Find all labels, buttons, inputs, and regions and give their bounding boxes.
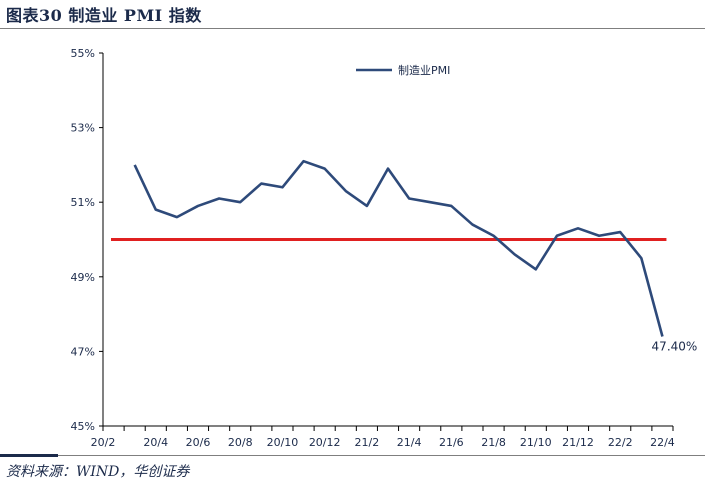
figure-title: 图表30 制造业 PMI 指数 <box>6 6 202 25</box>
x-tick-label: 21/6 <box>439 436 464 449</box>
x-tick-label: 21/2 <box>355 436 380 449</box>
x-tick-label: 20/4 <box>143 436 168 449</box>
legend: 制造业PMI <box>356 63 450 77</box>
last-value-label: 47.40% <box>652 339 698 353</box>
bottom-divider-accent <box>0 454 58 457</box>
x-tick-label: 22/2 <box>608 436 633 449</box>
annotation-group: 47.40% <box>652 339 698 353</box>
x-tick-label: 20/8 <box>228 436 253 449</box>
x-tick-label: 20/2 <box>91 436 116 449</box>
series-group <box>133 159 664 337</box>
bottom-divider <box>0 455 705 456</box>
series-line-pmi <box>133 159 664 337</box>
y-tick-label: 45% <box>71 420 95 433</box>
y-tick-label: 53% <box>71 122 95 135</box>
y-axis: 45% 47% 49% 51% 53% 55% <box>71 47 104 433</box>
legend-label: 制造业PMI <box>398 63 450 77</box>
top-divider <box>0 28 705 29</box>
pmi-line-chart: 45% 47% 49% 51% 53% 55% 20/2 20/4 20/6 20/8 20/10… <box>71 47 698 449</box>
source-note: 资料来源：WIND，华创证券 <box>6 464 190 480</box>
x-tick-label: 20/10 <box>267 436 299 449</box>
y-tick-label: 47% <box>71 345 95 358</box>
x-tick-label: 21/4 <box>397 436 422 449</box>
y-tick-label: 49% <box>71 271 95 284</box>
x-tick-label: 20/6 <box>186 436 211 449</box>
y-tick-label: 51% <box>71 196 95 209</box>
y-tick-label: 55% <box>71 47 95 60</box>
x-tick-label: 22/4 <box>650 436 675 449</box>
x-axis: 20/2 20/4 20/6 20/8 20/10 20/12 21/2 21/4 21/6 21… <box>91 425 675 449</box>
x-tick-label: 21/12 <box>562 436 594 449</box>
x-tick-label: 20/12 <box>309 436 341 449</box>
x-tick-label: 21/8 <box>481 436 506 449</box>
x-tick-label: 21/10 <box>520 436 552 449</box>
